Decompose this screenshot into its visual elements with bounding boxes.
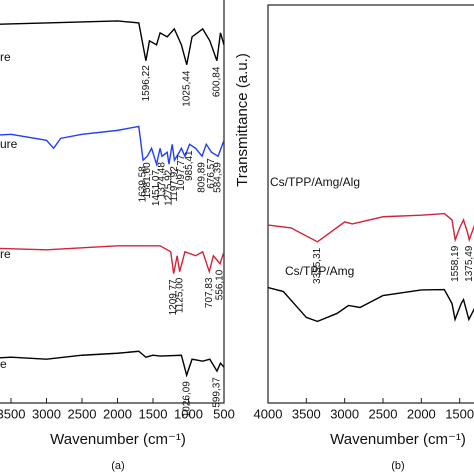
x-tick-label: 1000 [174, 406, 203, 421]
peak-label: 1639,58 [138, 166, 149, 203]
spectrum [0, 125, 224, 167]
peak-label: 985,41 [184, 150, 195, 181]
peak-label: 1374,48 [157, 162, 168, 199]
series-name: e [0, 357, 7, 371]
peak-label: 1558,19 [450, 245, 461, 282]
x-tick-label: 1500 [139, 406, 168, 421]
x-tick-label: 3000 [32, 406, 61, 421]
x-tick-label: 3500 [292, 406, 321, 421]
spectrum [268, 212, 474, 243]
peak-label: 600,84 [211, 66, 222, 97]
peak-label: 1275,92 [164, 169, 175, 206]
peak-label: 1026,09 [181, 381, 192, 418]
y-axis-title: Transmittance (a.u.) [234, 53, 251, 187]
x-axis-title: Wavenumber (cm⁻¹) [330, 431, 466, 448]
series-name: re [0, 247, 11, 261]
peak-label: 676,57 [206, 158, 217, 189]
peak-label: 1125,00 [174, 277, 185, 313]
x-tick-label: 2500 [68, 406, 97, 421]
x-tick-label: 500 [213, 406, 235, 421]
series-name: Cs/TPP/Amg [285, 264, 354, 278]
peak-label: 1209,77 [168, 279, 179, 316]
peak-label: 1025,44 [181, 70, 192, 107]
x-tick-label: 2500 [369, 406, 398, 421]
plot-area [0, 20, 224, 378]
peak-label: 556,10 [215, 269, 226, 300]
x-tick-label: 2000 [103, 406, 132, 421]
x-tick-label: 2000 [407, 406, 436, 421]
x-axis-title: Wavenumber (cm⁻¹) [50, 431, 186, 448]
peak-label: 809,89 [197, 162, 208, 193]
peak-label: 599,37 [212, 377, 223, 408]
plot-frame [0, 0, 225, 404]
series-name: Cs/TPP/Amg/Alg [270, 175, 360, 189]
x-tick-label: 1500 [445, 406, 474, 421]
panel-caption: (b) [391, 460, 404, 472]
peak-label: 1451,07 [151, 170, 162, 207]
series-name: re [0, 50, 11, 64]
peak-label: 584,39 [213, 162, 224, 193]
peak-label: 3355,31 [312, 247, 323, 284]
peak-label: 1375,49 [464, 245, 474, 282]
spectrum [0, 350, 224, 378]
peak-label: 1581,60 [142, 162, 153, 199]
panel-caption: (a) [111, 460, 124, 472]
series-name: ure [0, 137, 18, 151]
x-tick-label: 4000 [254, 406, 283, 421]
spectrum [268, 286, 474, 323]
peak-label: 1097,77 [176, 154, 187, 191]
x-tick-label: 3000 [330, 406, 359, 421]
peak-label: 1596,22 [141, 65, 152, 102]
peak-label: 1197,92 [169, 166, 180, 202]
spectrum [0, 20, 224, 65]
plot-area [268, 212, 474, 323]
peak-label: 707,83 [204, 277, 215, 308]
x-tick-label: 3500 [0, 406, 25, 421]
plot-frame [267, 4, 474, 404]
spectrum [0, 245, 224, 275]
